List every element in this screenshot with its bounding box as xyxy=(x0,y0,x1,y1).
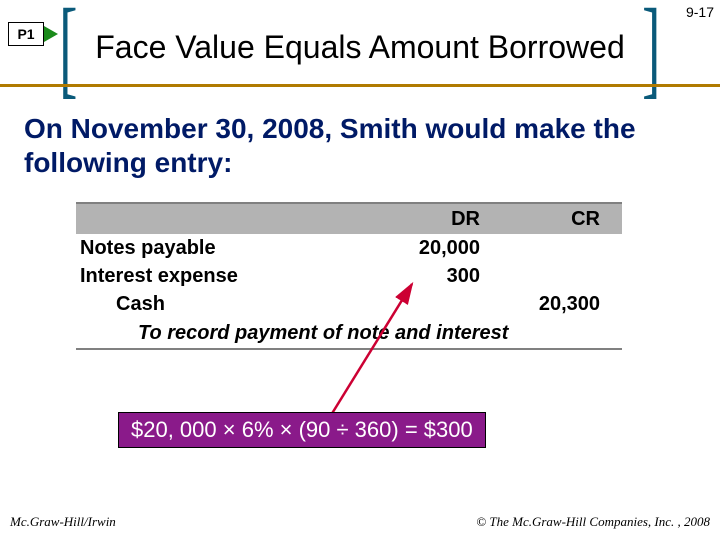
cr-cell: 20,300 xyxy=(496,293,616,316)
page-number: 9-17 xyxy=(686,4,714,20)
accent-line xyxy=(0,84,720,87)
dr-cell: 300 xyxy=(376,265,496,288)
footer-publisher: Mc.Graw-Hill/Irwin xyxy=(10,514,116,530)
dr-cell: 20,000 xyxy=(376,237,496,260)
table-row: Cash 20,300 xyxy=(76,290,622,318)
slide-header: P1 [ Face Value Equals Amount Borrowed ]… xyxy=(0,0,720,90)
calculation-callout: $20, 000 × 6% × (90 ÷ 360) = $300 xyxy=(118,412,486,448)
account-cell: Notes payable xyxy=(76,237,376,260)
intro-text: On November 30, 2008, Smith would make t… xyxy=(24,112,664,179)
journal-memo: To record payment of note and interest xyxy=(76,318,622,348)
account-cell: Interest expense xyxy=(76,265,376,288)
table-row: Notes payable 20,000 xyxy=(76,234,622,262)
account-cell: Cash xyxy=(76,293,376,316)
footer-copyright: © The Mc.Graw-Hill Companies, Inc. , 200… xyxy=(476,514,710,530)
p1-arrow-icon xyxy=(44,26,58,42)
journal-header-row: DR CR xyxy=(76,204,622,234)
bracket-left-icon: [ xyxy=(59,14,77,80)
slide-title: Face Value Equals Amount Borrowed xyxy=(87,29,634,66)
journal-entry-table: DR CR Notes payable 20,000 Interest expe… xyxy=(76,202,622,350)
title-container: [ Face Value Equals Amount Borrowed ] xyxy=(50,4,670,90)
journal-col-dr: DR xyxy=(376,208,496,231)
table-row: Interest expense 300 xyxy=(76,262,622,290)
journal-col-cr: CR xyxy=(496,208,616,231)
p1-badge: P1 xyxy=(8,22,44,46)
bracket-right-icon: ] xyxy=(643,14,661,80)
